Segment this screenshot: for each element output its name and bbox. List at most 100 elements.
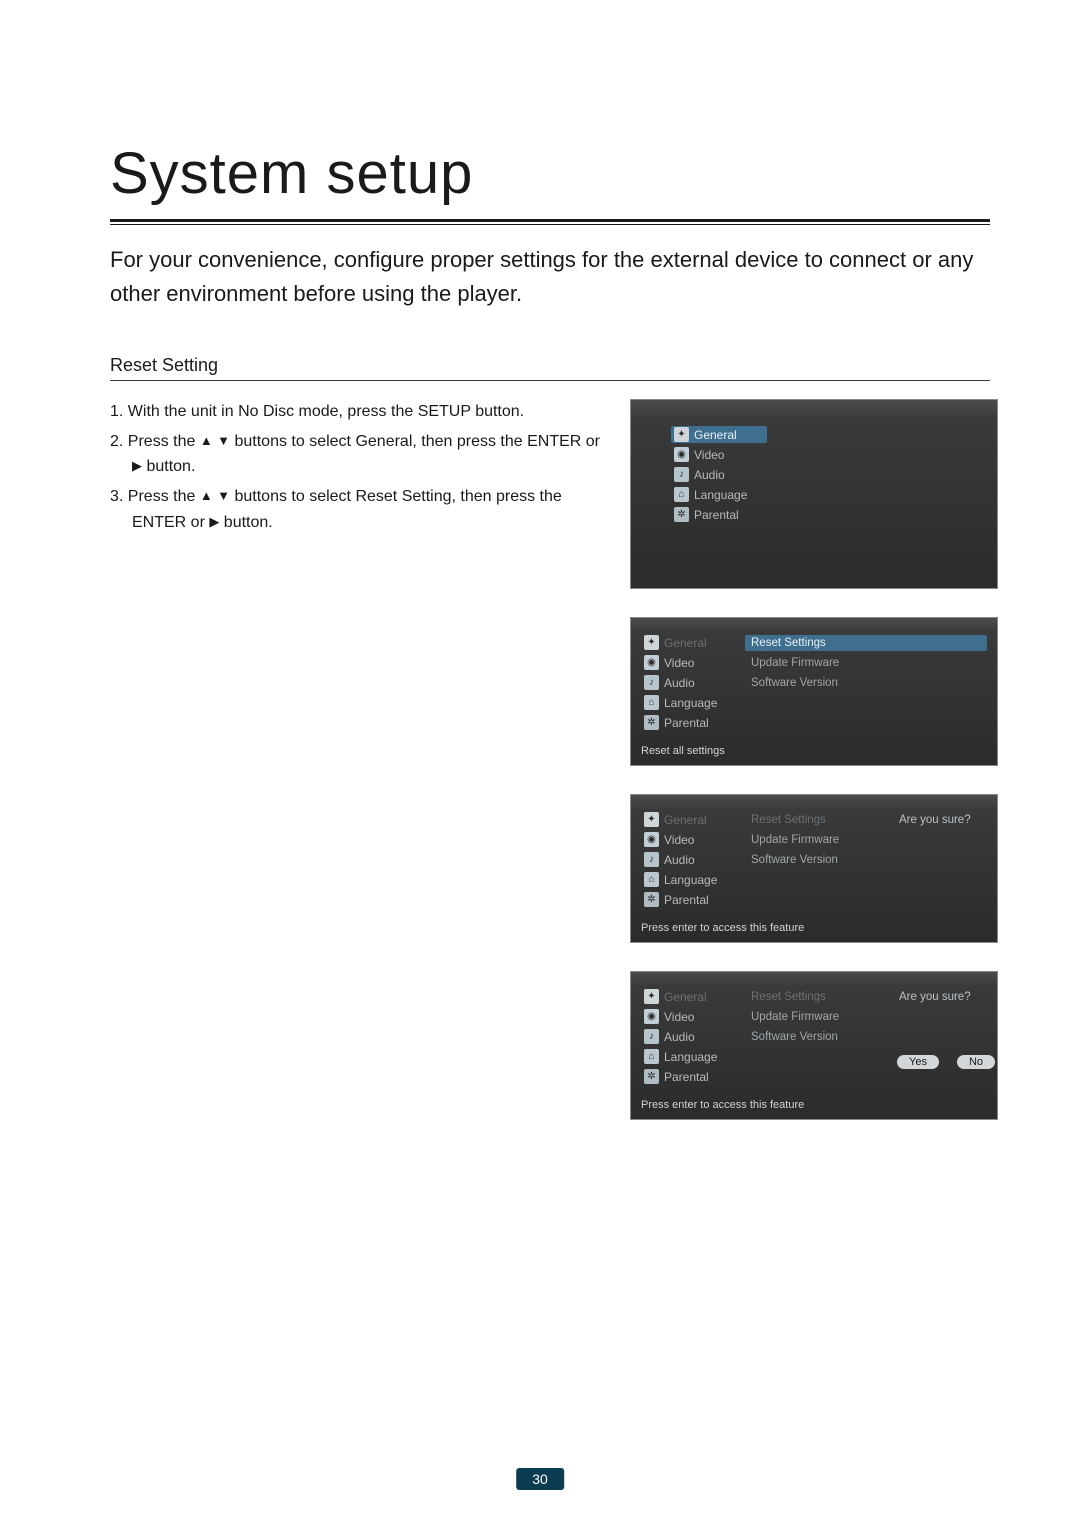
menu-language-label: Language: [694, 488, 747, 502]
menu-language-label: Language: [664, 696, 717, 710]
parental-icon: ✲: [644, 892, 659, 907]
prompt-column: Are you sure? Yes No: [897, 988, 987, 1085]
step-3c: button.: [224, 514, 273, 531]
general-icon: ✦: [644, 635, 659, 650]
down-arrow-icon: ▼: [217, 488, 230, 503]
menu-video: ◉ Video: [641, 1008, 737, 1025]
submenu-version: Software Version: [745, 1029, 889, 1045]
step-3: 3. Press the ▲ ▼ buttons to select Reset…: [110, 484, 610, 535]
yes-button[interactable]: Yes: [897, 1055, 939, 1069]
menu-audio: ♪ Audio: [641, 674, 737, 691]
general-icon: ✦: [644, 812, 659, 827]
menu-audio-label: Audio: [694, 468, 725, 482]
general-icon: ✦: [674, 427, 689, 442]
language-icon: ⌂: [644, 872, 659, 887]
right-arrow-icon: ▶: [132, 458, 142, 473]
submenu-version: Software Version: [745, 852, 889, 868]
step-2b: buttons to select General, then press th…: [234, 433, 600, 450]
language-icon: ⌂: [674, 487, 689, 502]
menu-video-label: Video: [694, 448, 724, 462]
submenu-update: Update Firmware: [745, 1009, 889, 1025]
hint-reset-all: Reset all settings: [641, 745, 987, 757]
menu-language-label: Language: [664, 873, 717, 887]
submenu-reset: Reset Settings: [745, 635, 987, 651]
step-3a: 3. Press the: [110, 488, 200, 505]
menu-language: ⌂ Language: [671, 486, 767, 503]
section-rule: [110, 380, 990, 381]
submenu-reset: Reset Settings: [745, 989, 889, 1005]
menu-general: ✦ General: [641, 988, 737, 1005]
menu-audio: ♪ Audio: [641, 1028, 737, 1045]
step-2a: 2. Press the: [110, 433, 200, 450]
language-icon: ⌂: [644, 695, 659, 710]
menu-parental: ✲ Parental: [671, 506, 767, 523]
menu-video: ◉ Video: [641, 831, 737, 848]
menu-general: ✦ General: [671, 426, 767, 443]
menu-language: ⌂ Language: [641, 694, 737, 711]
menu-language: ⌂ Language: [641, 871, 737, 888]
submenu-update: Update Firmware: [745, 655, 987, 671]
screenshot-reset-selected: ✦ General ◉ Video ♪ Audio ⌂ Language: [630, 617, 998, 766]
menu-audio: ♪ Audio: [671, 466, 767, 483]
main-menu: ✦ General ◉ Video ♪ Audio ⌂ Language: [641, 811, 737, 908]
menu-audio-label: Audio: [664, 853, 695, 867]
yes-no-row: Yes No: [897, 1055, 987, 1069]
title-rule: [110, 219, 990, 225]
confirm-prompt: Are you sure?: [897, 989, 987, 1005]
instruction-steps: 1. With the unit in No Disc mode, press …: [110, 399, 610, 1120]
video-icon: ◉: [644, 832, 659, 847]
menu-general-label: General: [664, 636, 707, 650]
confirm-prompt: Are you sure?: [897, 812, 987, 828]
submenu-reset: Reset Settings: [745, 812, 889, 828]
up-arrow-icon: ▲: [200, 488, 213, 503]
down-arrow-icon: ▼: [217, 433, 230, 448]
menu-video-label: Video: [664, 656, 694, 670]
menu-general: ✦ General: [641, 634, 737, 651]
step-2: 2. Press the ▲ ▼ buttons to select Gener…: [110, 429, 610, 480]
menu-video-label: Video: [664, 1010, 694, 1024]
menu-parental-label: Parental: [664, 893, 709, 907]
menu-parental-label: Parental: [664, 1070, 709, 1084]
main-menu: ✦ General ◉ Video ♪ Audio ⌂ Language: [641, 634, 737, 731]
prompt-column: Are you sure?: [897, 811, 987, 908]
parental-icon: ✲: [644, 715, 659, 730]
general-icon: ✦: [644, 989, 659, 1004]
menu-audio-label: Audio: [664, 676, 695, 690]
language-icon: ⌂: [644, 1049, 659, 1064]
video-icon: ◉: [644, 655, 659, 670]
menu-language-label: Language: [664, 1050, 717, 1064]
menu-parental: ✲ Parental: [641, 714, 737, 731]
page-title: System setup: [110, 140, 990, 207]
menu-audio-label: Audio: [664, 1030, 695, 1044]
step-2c: button.: [146, 458, 195, 475]
main-menu: ✦ General ◉ Video ♪ Audio ⌂ Language: [641, 988, 737, 1085]
content-columns: 1. With the unit in No Disc mode, press …: [110, 399, 990, 1120]
menu-general: ✦ General: [641, 811, 737, 828]
menu-general-label: General: [694, 428, 737, 442]
intro-text: For your convenience, configure proper s…: [110, 243, 990, 311]
menu-language: ⌂ Language: [641, 1048, 737, 1065]
submenu: Reset Settings Update Firmware Software …: [745, 988, 889, 1085]
menu-general-label: General: [664, 990, 707, 1004]
audio-icon: ♪: [674, 467, 689, 482]
audio-icon: ♪: [644, 675, 659, 690]
menu-parental: ✲ Parental: [641, 891, 737, 908]
main-menu: ✦ General ◉ Video ♪ Audio ⌂ Language ✲: [671, 426, 767, 523]
submenu: Reset Settings Update Firmware Software …: [745, 811, 889, 908]
hint-press-enter: Press enter to access this feature: [641, 1099, 987, 1111]
menu-video: ◉ Video: [641, 654, 737, 671]
parental-icon: ✲: [644, 1069, 659, 1084]
parental-icon: ✲: [674, 507, 689, 522]
audio-icon: ♪: [644, 852, 659, 867]
no-button[interactable]: No: [957, 1055, 995, 1069]
up-arrow-icon: ▲: [200, 433, 213, 448]
submenu-update: Update Firmware: [745, 832, 889, 848]
hint-press-enter: Press enter to access this feature: [641, 922, 987, 934]
page-number-badge: 30: [516, 1468, 564, 1490]
menu-video-label: Video: [664, 833, 694, 847]
submenu-version: Software Version: [745, 675, 987, 691]
video-icon: ◉: [644, 1009, 659, 1024]
menu-audio: ♪ Audio: [641, 851, 737, 868]
screenshot-confirm-prompt: ✦ General ◉ Video ♪ Audio ⌂ Language: [630, 794, 998, 943]
audio-icon: ♪: [644, 1029, 659, 1044]
